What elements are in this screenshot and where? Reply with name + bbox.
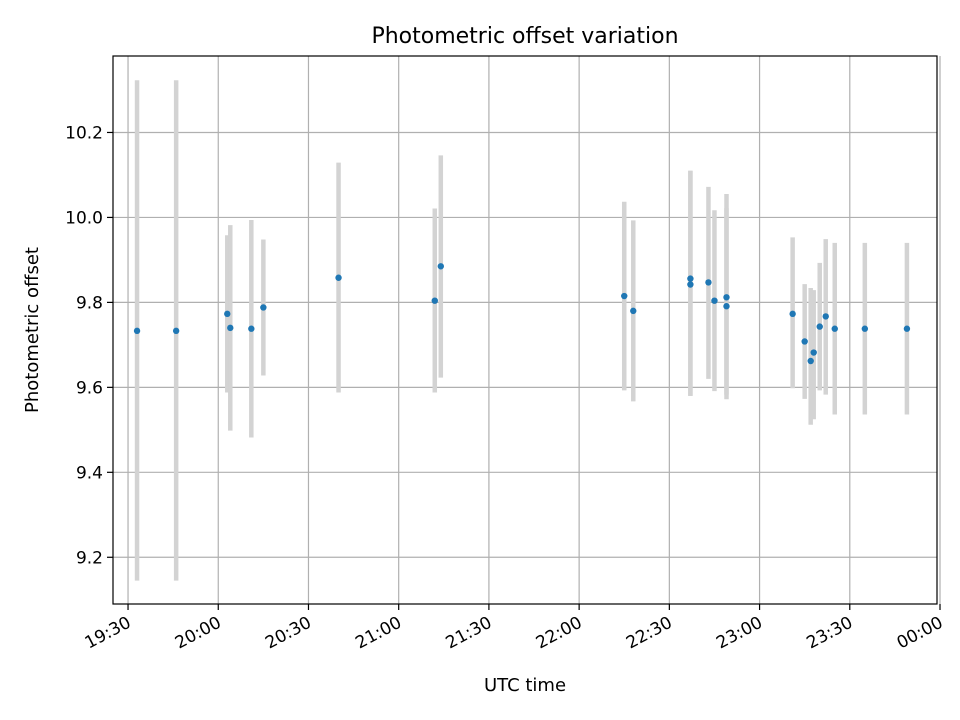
data-point [789,310,796,318]
data-point [831,325,838,332]
grid [113,56,941,604]
y-tick-label: 9.2 [76,548,103,568]
data-point [687,275,694,282]
data-point [437,263,444,270]
data-point [807,357,814,365]
data-point [260,304,267,311]
y-tick-label: 9.8 [76,293,103,313]
data-point [705,279,712,286]
y-tick-label: 9.6 [76,378,103,398]
y-tick-label: 10.2 [65,123,103,143]
data-point [224,310,231,318]
data-point [822,313,829,320]
y-tick-label: 10.0 [65,208,103,228]
data-point [227,324,234,332]
data-point [335,274,342,281]
data-point [903,325,911,332]
chart-title: Photometric offset variation [371,24,678,49]
data-point [816,323,823,330]
data-point [621,292,628,300]
data-point [133,327,141,335]
data-points [133,263,911,365]
data-point [431,297,438,304]
data-point [687,281,694,288]
data-point [810,349,817,356]
y-tick-label: 9.4 [76,463,103,483]
y-axis-ticks: 9.2 9.4 9.6 9.8 10.0 10.2 [65,123,113,568]
x-axis-label: UTC time [484,675,566,696]
plot-frame [112,55,938,605]
data-point [861,325,869,332]
data-point [172,327,180,335]
data-point [630,307,637,315]
data-point [723,303,730,310]
data-point [801,338,808,345]
data-point [723,294,730,301]
data-point [248,325,255,332]
data-point [711,297,718,304]
y-axis-label: Photometric offset [22,247,43,413]
